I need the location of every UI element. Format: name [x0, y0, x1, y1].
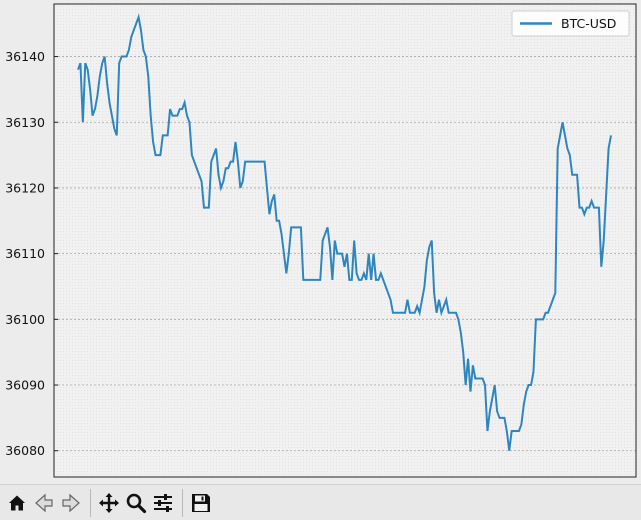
- legend-box: [511, 10, 630, 37]
- toolbar-separator: [90, 488, 91, 517]
- home-button[interactable]: [4, 489, 30, 517]
- floppy-disk-icon: [192, 493, 210, 512]
- pan-button[interactable]: [96, 489, 122, 517]
- plot-area-background: [54, 4, 636, 477]
- figure: 36080 36090 36100 36110 36120 36130 36140 BTC-…: [5, 3, 637, 478]
- toolbar-separator: [182, 488, 183, 517]
- y-tick-label: 36120: [5, 180, 45, 195]
- move-arrows-icon: [99, 492, 119, 513]
- magnifier-icon: [126, 493, 147, 513]
- line-chart: 36080 36090 36100 36110 36120 36130 36140 BTC-…: [5, 3, 637, 478]
- navigation-toolbar: [0, 484, 641, 520]
- legend-label: BTC-USD: [561, 16, 616, 31]
- y-tick-label: 36130: [5, 115, 45, 130]
- y-tick-label: 36110: [5, 246, 45, 261]
- y-tick-label: 36090: [5, 378, 45, 393]
- save-button[interactable]: [188, 489, 214, 517]
- legend: BTC-USD: [511, 10, 630, 37]
- y-tick-label: 36100: [5, 312, 45, 327]
- y-tick-label: 36140: [5, 49, 45, 64]
- back-arrow-icon: [35, 493, 53, 512]
- forward-arrow-icon: [62, 493, 80, 512]
- series-layer: [77, 13, 612, 451]
- forward-button[interactable]: [58, 489, 84, 517]
- y-tick-label: 36080: [5, 443, 45, 458]
- sliders-icon: [154, 493, 172, 512]
- zoom-button[interactable]: [123, 489, 149, 517]
- y-axis: 36080 36090 36100 36110 36120 36130 36140: [5, 49, 58, 458]
- home-icon: [9, 495, 25, 510]
- configure-subplots-button[interactable]: [150, 489, 176, 517]
- series-line-btc-usd: [77, 13, 612, 451]
- back-button[interactable]: [31, 489, 57, 517]
- plot-frame: [53, 3, 637, 478]
